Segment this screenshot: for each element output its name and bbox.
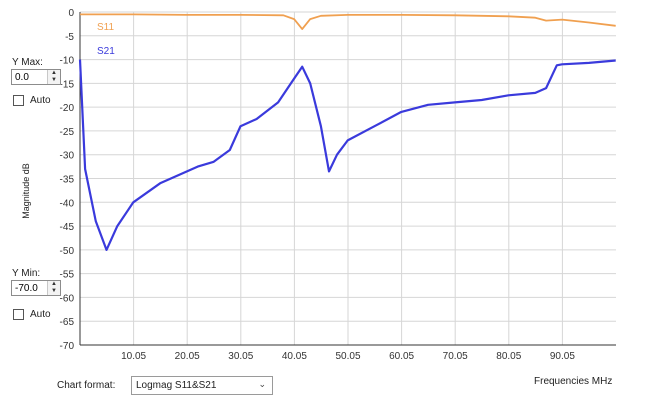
y-tick-label: -35: [60, 175, 75, 186]
y-tick-label: -15: [60, 79, 75, 90]
chart-format-label: Chart format:: [57, 380, 116, 391]
chart-grid: [79, 11, 616, 346]
y-tick-label: -5: [65, 32, 74, 43]
chart-series: [78, 13, 616, 251]
y-tick-label: -65: [60, 317, 75, 328]
chevron-down-icon[interactable]: ⌄: [258, 379, 266, 389]
x-tick-label: 30.05: [228, 351, 253, 362]
x-tick-labels: 10.05 20.05 30.05 40.05 50.05 60.05 70.05 80.05…: [121, 351, 575, 362]
y-tick-label: 0: [68, 8, 74, 19]
chart-format-value: Logmag S11&S21: [136, 380, 217, 391]
x-tick-label: 10.05: [121, 351, 146, 362]
ymax-label: Y Max:: [12, 57, 43, 68]
y-tick-label: -40: [60, 198, 75, 209]
x-axis-title: Frequencies MHz: [534, 376, 613, 387]
y-tick-label: -25: [60, 127, 75, 138]
ymin-input[interactable]: [12, 281, 51, 295]
ymin-label: Y Min:: [12, 268, 41, 279]
series-line-s11: [80, 13, 616, 31]
ymax-spin-arrows[interactable]: ▲ ▼: [47, 70, 60, 84]
chart-format-select[interactable]: Logmag S11&S21 ⌄: [131, 376, 273, 395]
legend-entry-s11: S11: [97, 22, 114, 33]
ymin-spin-arrows[interactable]: ▲ ▼: [47, 281, 60, 295]
y-axis-title: Magnitude dB: [20, 163, 31, 219]
spin-down-icon[interactable]: ▼: [51, 288, 57, 294]
chart-legend: S11 S21: [97, 22, 115, 57]
ymax-input[interactable]: [12, 70, 51, 84]
x-tick-label: 60.05: [389, 351, 414, 362]
ymin-spinbox[interactable]: ▲ ▼: [11, 280, 61, 296]
y-tick-label: -60: [60, 293, 75, 304]
y-tick-label: -50: [60, 246, 75, 257]
x-tick-label: 50.05: [335, 351, 360, 362]
legend-entry-s21: S21: [97, 46, 115, 57]
ymax-auto-checkbox[interactable]: [13, 95, 24, 106]
ymax-auto-label: Auto: [30, 95, 51, 106]
x-tick-label: 90.05: [550, 351, 575, 362]
y-tick-label: -10: [60, 56, 75, 67]
x-tick-label: 40.05: [282, 351, 307, 362]
spin-down-icon[interactable]: ▼: [51, 77, 57, 83]
series-line-s21: [78, 59, 616, 251]
ymin-auto-label: Auto: [30, 309, 51, 320]
y-tick-label: -30: [60, 151, 75, 162]
y-tick-label: -20: [60, 103, 75, 114]
spin-up-icon[interactable]: ▲: [51, 70, 57, 76]
spin-up-icon[interactable]: ▲: [51, 281, 57, 287]
ymax-spinbox[interactable]: ▲ ▼: [11, 69, 61, 85]
y-tick-label: -55: [60, 270, 75, 281]
x-tick-label: 80.05: [496, 351, 521, 362]
y-tick-labels: 0 -5 -10 -15 -20 -25 -30 -35 -40 -45 -50 -55 -60 -65 -…: [60, 8, 75, 352]
y-tick-label: -45: [60, 222, 75, 233]
y-tick-label: -70: [60, 341, 75, 352]
x-tick-label: 20.05: [175, 351, 200, 362]
ymin-auto-checkbox[interactable]: [13, 309, 24, 320]
x-tick-label: 70.05: [443, 351, 468, 362]
